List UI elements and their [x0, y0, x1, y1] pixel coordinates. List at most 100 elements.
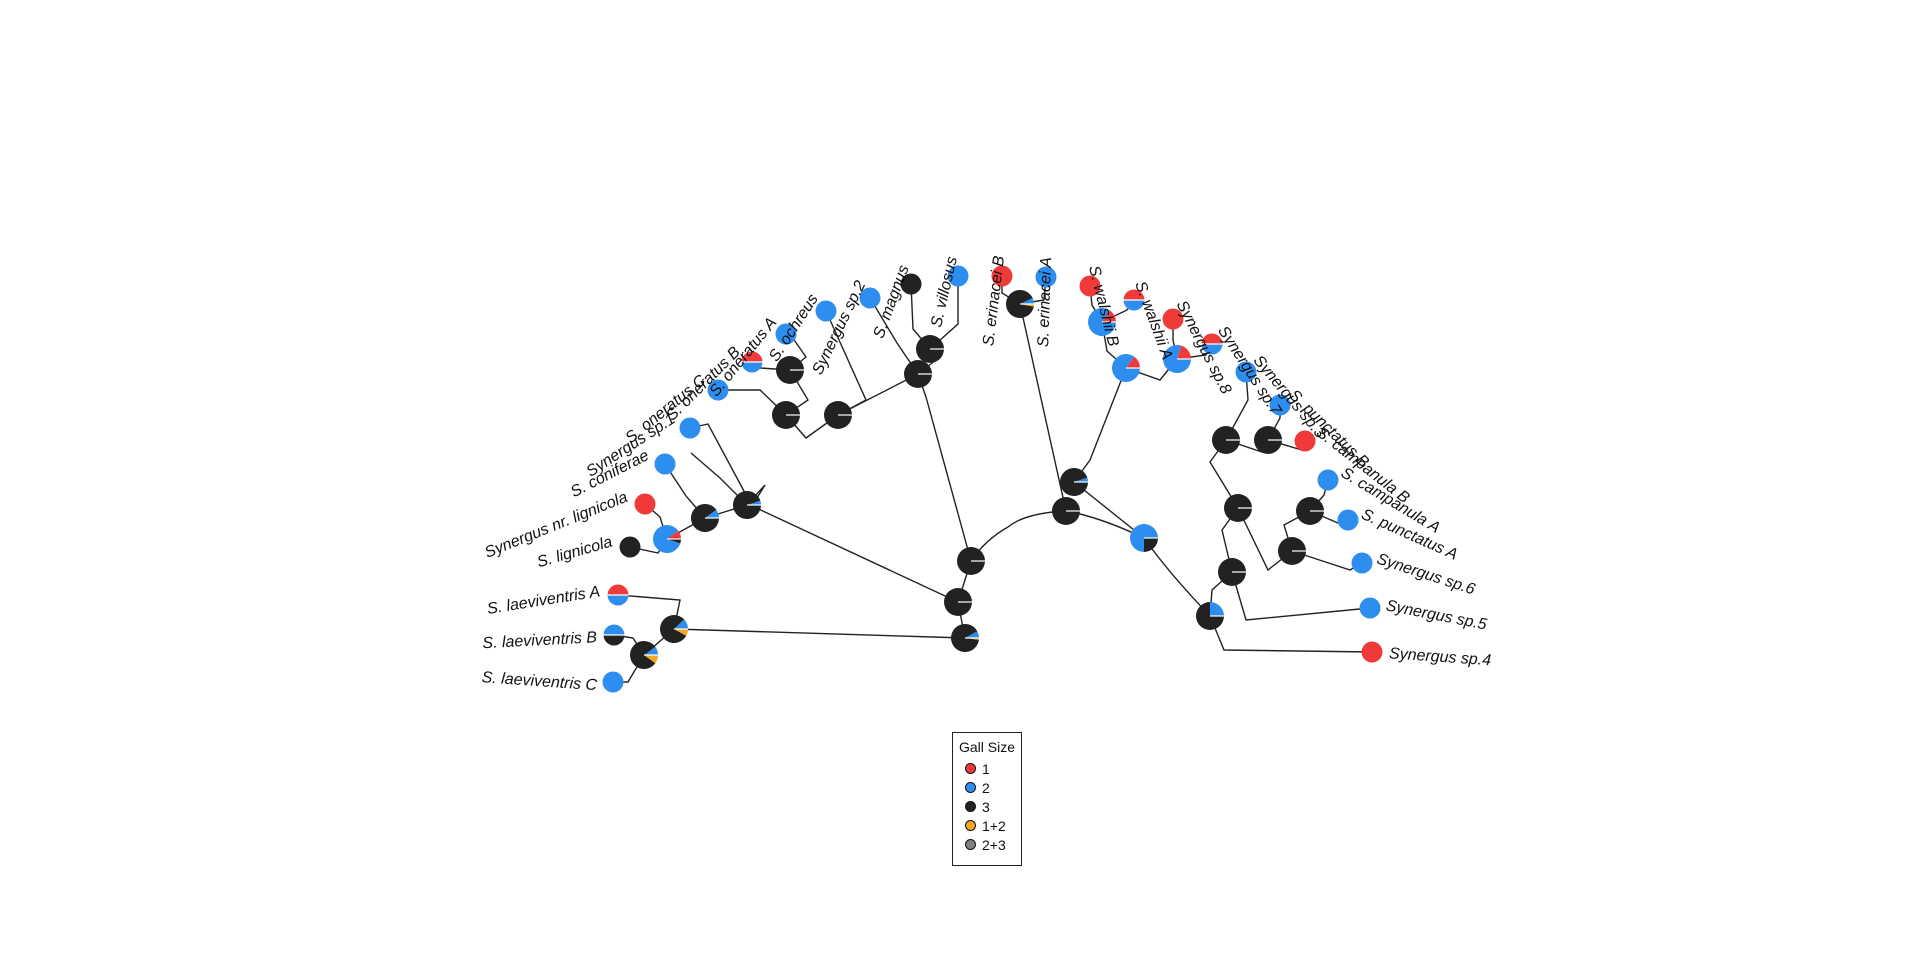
- node-pie-sp2-clade: [904, 360, 932, 388]
- branch: [751, 505, 959, 603]
- tip-marker: [1035, 266, 1057, 288]
- pie-slice: [965, 631, 979, 638]
- tip-marker: [1235, 361, 1257, 383]
- tip-marker: [1079, 275, 1101, 297]
- tip-marker: [1294, 430, 1316, 452]
- pie-slice: [1102, 310, 1116, 322]
- tip-marker: [741, 351, 763, 373]
- branch: [925, 396, 972, 562]
- legend-swatch: [965, 763, 976, 774]
- pie-slice: [674, 619, 688, 629]
- node-pie-laev: [660, 615, 688, 644]
- tip-marker: [707, 379, 729, 401]
- node-pie-sp4-clade: [1196, 602, 1224, 630]
- tip-marker: [634, 493, 656, 515]
- tip-marker: [775, 323, 797, 345]
- ancestral-state-pies: [630, 290, 1324, 669]
- tip-marker: [1269, 394, 1291, 416]
- node-pie-lign-pair: [653, 525, 681, 554]
- node-pie-camp-pA: [1296, 497, 1324, 525]
- node-pie-oner-ABC: [772, 401, 800, 429]
- pie-slice: [644, 655, 658, 664]
- tip-marker-top: [1123, 289, 1145, 300]
- pie-slice: [1074, 477, 1088, 482]
- pie-slice: [1177, 345, 1191, 359]
- tip-state-pies: [602, 265, 1383, 693]
- tip-label: S. laeviventris A: [486, 583, 601, 618]
- tip-marker: [1162, 308, 1184, 330]
- node-pie-lign-clade: [691, 503, 719, 533]
- legend-items: 1 2 3 1+2 2+3: [953, 759, 1021, 854]
- node-pie-sp3-sp6: [1224, 494, 1252, 522]
- pie-slice: [667, 530, 681, 539]
- legend-item: 2+3: [953, 835, 1021, 854]
- pie-slice: [630, 640, 656, 669]
- tip-marker-top: [607, 584, 629, 595]
- tip-marker: [679, 417, 701, 439]
- legend-item: 3: [953, 797, 1021, 816]
- tip-marker: [1359, 597, 1381, 619]
- tip-marker: [815, 300, 837, 322]
- tip-marker: [859, 287, 881, 309]
- legend-label: 1: [982, 760, 990, 777]
- pie-slice: [1020, 304, 1034, 307]
- tip-marker: [991, 265, 1013, 287]
- tip-marker: [1337, 509, 1359, 531]
- node-pie-sp5-clade: [1218, 558, 1246, 586]
- tip-marker-bottom: [1123, 300, 1145, 311]
- pie-slice: [674, 629, 688, 636]
- legend-label: 2: [982, 779, 990, 796]
- node-pie-camp-pB: [1254, 426, 1282, 454]
- tip-marker: [619, 536, 641, 558]
- node-pie-walshii-sp: [1112, 354, 1140, 383]
- tip-label: Synergus sp.2: [809, 278, 869, 377]
- branch: [1019, 303, 1067, 512]
- legend-swatch: [965, 801, 976, 812]
- legend-title: Gall Size: [958, 739, 1016, 755]
- pie-slice: [1126, 356, 1140, 368]
- pie-slice: [705, 509, 719, 518]
- node-pie-root: [951, 623, 979, 652]
- node-pie-sp1-clade: [733, 490, 761, 519]
- tip-label: Synergus sp.6: [1374, 551, 1477, 599]
- tip-label: S. erinacei A: [1035, 257, 1055, 348]
- tip-marker: [1351, 552, 1373, 574]
- legend-item: 1+2: [953, 816, 1021, 835]
- node-pie-sp7-8: [1163, 344, 1191, 373]
- node-pie-oner-AB: [776, 356, 804, 384]
- tip-marker: [947, 265, 969, 287]
- node-pie-mag-vil: [916, 335, 944, 363]
- branch: [673, 628, 966, 639]
- node-pie-sp6-camp: [1278, 537, 1306, 565]
- tip-label: Synergus sp.5: [1384, 597, 1488, 633]
- legend-item: 1: [953, 759, 1021, 778]
- tip-label: S. laeviventris B: [482, 629, 598, 652]
- tip-marker: [1123, 289, 1145, 311]
- pie-slice: [660, 615, 687, 644]
- tip-marker: [900, 273, 922, 295]
- legend-label: 1+2: [982, 817, 1006, 834]
- legend-swatch: [965, 820, 976, 831]
- pie-slice: [747, 500, 761, 505]
- pie-slice: [1020, 298, 1034, 304]
- tip-label: Synergus sp.4: [1388, 645, 1491, 669]
- branch: [1143, 537, 1211, 617]
- branch: [1231, 571, 1371, 621]
- tip-label: S. lignicola: [535, 534, 614, 572]
- tip-marker-bottom: [741, 362, 763, 373]
- tip-label: S. laeviventris C: [481, 669, 598, 694]
- tip-label: S. erinacei B: [980, 255, 1008, 347]
- branch: [1073, 367, 1127, 483]
- node-pie-ingroup-B: [1060, 467, 1088, 496]
- tip-marker: [654, 453, 676, 475]
- tip-marker-top: [603, 624, 625, 635]
- tip-marker: [607, 584, 629, 606]
- tip-marker: [1361, 641, 1383, 663]
- pie-slice: [951, 623, 979, 652]
- pie-slice: [1006, 290, 1034, 319]
- tip-marker-top: [741, 351, 763, 362]
- tip-marker-bottom: [607, 595, 629, 606]
- node-pie-laev-BC: [630, 640, 658, 669]
- pie-slice: [653, 525, 681, 554]
